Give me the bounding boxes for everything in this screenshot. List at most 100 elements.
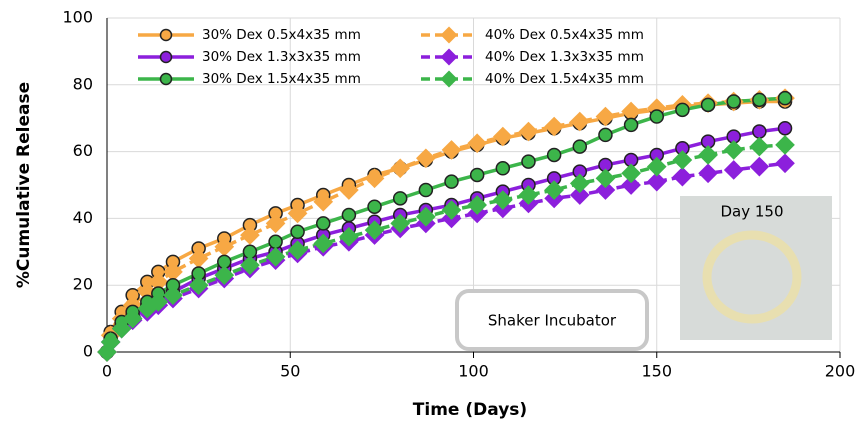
marker [726, 94, 741, 109]
marker [646, 171, 667, 192]
marker [313, 191, 334, 212]
marker [339, 226, 359, 247]
marker [416, 148, 436, 169]
legend-marker [440, 70, 458, 88]
marker [416, 206, 436, 227]
y-tick-label: 100 [62, 8, 93, 27]
marker [214, 265, 235, 286]
marker [723, 140, 744, 160]
marker [290, 224, 305, 240]
marker [492, 126, 513, 147]
marker [390, 158, 411, 179]
y-tick-label: 60 [73, 141, 93, 160]
legend-marker [159, 72, 173, 86]
marker [313, 233, 334, 254]
marker [698, 163, 718, 184]
marker [775, 153, 795, 174]
marker [749, 136, 770, 157]
marker [672, 166, 693, 187]
marker [492, 190, 513, 210]
marker [698, 145, 718, 165]
marker [595, 106, 616, 127]
legend-marker [159, 50, 173, 64]
annotation: Shaker Incubator [488, 312, 617, 330]
y-tick-label: 40 [73, 208, 93, 227]
marker [287, 240, 308, 260]
marker [100, 332, 121, 352]
marker [675, 102, 690, 118]
marker [544, 180, 564, 200]
annotation-box [455, 289, 649, 351]
marker [572, 139, 588, 154]
inset-ring [702, 230, 802, 324]
marker [646, 156, 667, 177]
marker [240, 225, 260, 245]
marker [749, 156, 770, 177]
marker [467, 133, 488, 154]
marker [163, 285, 183, 306]
marker [111, 318, 132, 339]
marker [521, 154, 536, 169]
marker [444, 174, 459, 189]
x-axis-title: Time (Days) [413, 400, 527, 420]
marker [595, 180, 616, 200]
legend-label: 40% Dex 1.5x4x35 mm [485, 71, 644, 87]
marker [122, 308, 143, 329]
marker [265, 213, 286, 234]
y-tick-label: 20 [73, 275, 93, 294]
marker [148, 292, 169, 312]
x-tick-label: 100 [458, 362, 489, 381]
legend-marker [440, 26, 458, 44]
y-axis-title: %Cumulative Release [14, 82, 34, 288]
marker [700, 97, 716, 113]
marker [775, 135, 795, 155]
marker [315, 216, 331, 231]
marker [188, 275, 209, 296]
marker [467, 195, 488, 215]
marker [752, 124, 767, 139]
marker [240, 255, 260, 275]
marker [441, 140, 462, 160]
marker [752, 92, 767, 108]
marker [441, 200, 462, 220]
marker [546, 147, 562, 163]
marker [623, 117, 639, 133]
marker [495, 161, 511, 176]
marker [777, 90, 793, 106]
y-tick-label: 0 [83, 342, 93, 361]
marker [621, 175, 641, 195]
marker [364, 168, 385, 189]
marker [392, 191, 408, 206]
marker [598, 127, 613, 143]
marker [569, 185, 590, 205]
marker [287, 203, 308, 224]
marker [518, 121, 539, 142]
marker [595, 168, 616, 189]
x-tick-label: 150 [641, 362, 672, 381]
marker [418, 182, 434, 198]
marker [364, 220, 385, 240]
marker [341, 207, 357, 223]
marker [265, 246, 286, 267]
legend-label: 30% Dex 0.5x4x35 mm [202, 27, 361, 43]
marker [672, 150, 693, 170]
inset-label: Day 150 [720, 203, 783, 221]
legend-label: 40% Dex 1.3x3x35 mm [485, 49, 644, 65]
marker [367, 199, 382, 214]
legend-label: 30% Dex 1.5x4x35 mm [202, 71, 361, 87]
marker [649, 109, 664, 124]
marker [777, 120, 793, 136]
marker [569, 173, 590, 194]
x-tick-label: 50 [280, 362, 300, 381]
marker [518, 185, 539, 205]
marker [569, 111, 590, 132]
marker [723, 160, 744, 180]
marker [339, 180, 359, 200]
marker [469, 167, 485, 183]
marker [268, 234, 283, 250]
marker [390, 213, 411, 234]
x-tick-label: 0 [102, 362, 112, 381]
legend-marker [159, 28, 173, 42]
legend-marker [440, 48, 458, 66]
